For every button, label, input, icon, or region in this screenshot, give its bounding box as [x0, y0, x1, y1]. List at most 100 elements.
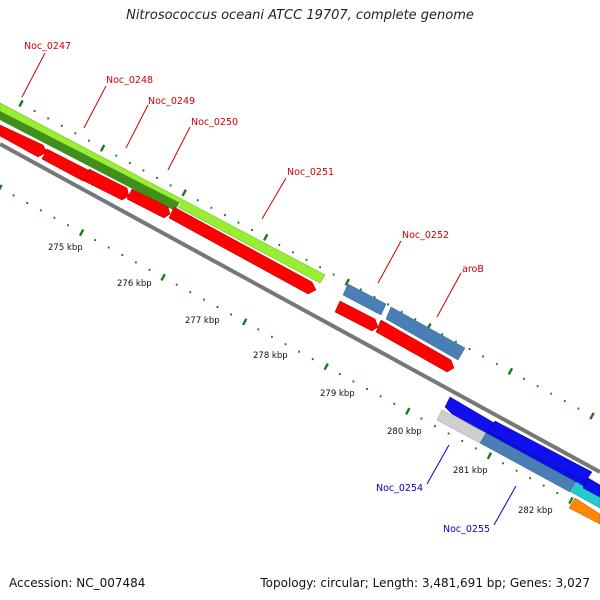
scale-label-279kbp: 279 kbp [320, 389, 355, 399]
minor-tick [94, 239, 97, 242]
gene-label-text: Noc_0255 [443, 524, 490, 535]
minor-tick [468, 348, 471, 350]
minor-tick [550, 392, 553, 395]
minor-tick [434, 425, 436, 428]
major-tick [323, 362, 329, 371]
genome-backbone [0, 142, 600, 474]
gene-feature-blue[interactable] [487, 420, 593, 483]
minor-tick [216, 306, 219, 308]
minor-tick [400, 310, 403, 313]
gene-feature-red[interactable] [334, 300, 379, 332]
minor-tick [352, 380, 355, 383]
minor-tick [542, 484, 545, 487]
gene-label-text: Noc_0250 [191, 117, 238, 128]
topology-text: Topology: circular; Length: 3,481,691 bp… [260, 576, 590, 590]
gene-feature-red[interactable] [0, 124, 48, 158]
gene-feature-steel[interactable] [342, 283, 387, 316]
minor-tick [523, 377, 525, 380]
minor-tick [284, 343, 287, 346]
gene-label-noc0247[interactable]: Noc_0247 [21, 41, 71, 98]
minor-tick [447, 432, 450, 435]
minor-tick [393, 402, 396, 405]
minor-tick [529, 477, 531, 480]
gene-feature-red[interactable] [126, 188, 171, 219]
minor-tick [495, 362, 498, 365]
minor-tick [482, 355, 485, 358]
scale-label-282kbp: 282 kbp [518, 506, 553, 516]
gene-feature-steel[interactable] [385, 306, 466, 361]
minor-tick [278, 243, 281, 246]
major-tick [262, 233, 269, 242]
minor-tick [414, 318, 417, 321]
gene-separator [126, 148, 132, 158]
gene-label-noc0255[interactable]: Noc_0255 [443, 485, 517, 535]
minor-tick [556, 492, 559, 494]
gene-label-noc0250[interactable]: Noc_0250 [167, 117, 238, 171]
minor-tick [441, 333, 444, 336]
minor-tick [387, 303, 389, 306]
minor-tick [230, 313, 232, 316]
minor-tick [135, 261, 137, 264]
gene-label-text: aroB [462, 264, 484, 275]
gene-label-text: Noc_0252 [402, 230, 449, 241]
minor-tick [298, 350, 300, 353]
minor-tick [292, 251, 294, 254]
minor-tick [33, 110, 36, 112]
major-tick [181, 189, 187, 197]
minor-tick [169, 184, 172, 187]
gene-label-noc0254[interactable]: Noc_0254 [376, 444, 450, 494]
accession-text: Accession: NC_007484 [9, 576, 146, 590]
minor-tick [311, 358, 314, 361]
minor-tick [121, 254, 124, 256]
major-tick [78, 228, 85, 237]
major-tick [568, 496, 574, 505]
minor-tick [536, 385, 539, 388]
gene-feature-blue[interactable] [582, 477, 600, 498]
minor-tick [502, 462, 504, 465]
gene-label-arob[interactable]: aroB [436, 264, 484, 318]
gene-feature-orange[interactable] [568, 497, 600, 525]
minor-tick [47, 117, 50, 120]
major-tick [241, 318, 248, 326]
gene-feature-green[interactable] [0, 102, 326, 284]
gene-label-noc0252[interactable]: Noc_0252 [377, 230, 449, 284]
minor-tick [237, 221, 240, 224]
minor-tick [142, 169, 145, 172]
gene-feature-steel[interactable] [479, 432, 577, 493]
minor-tick [563, 400, 566, 403]
scale-label-276kbp: 276 kbp [117, 279, 152, 289]
gene-feature-red[interactable] [168, 206, 317, 295]
gene-feature-red[interactable] [375, 319, 455, 373]
major-tick [344, 278, 351, 286]
minor-tick [12, 194, 15, 197]
minor-tick [53, 216, 56, 219]
gene-label-noc0249[interactable]: Noc_0249 [125, 96, 195, 149]
major-tick [486, 452, 493, 460]
minor-tick [257, 328, 260, 331]
major-tick [405, 407, 411, 415]
minor-tick [379, 395, 382, 398]
gene-feature-red[interactable] [83, 168, 130, 201]
gene-label-text: Noc_0249 [148, 96, 195, 107]
minor-tick [107, 246, 110, 249]
genome-title: Nitrosococcus oceani ATCC 19707, complet… [126, 8, 474, 23]
gene-feature-dark-green[interactable] [0, 111, 180, 211]
minor-tick [455, 340, 457, 343]
minor-tick [128, 162, 131, 164]
gene-label-noc0248[interactable]: Noc_0248 [83, 75, 153, 129]
scale-label-281kbp: 281 kbp [453, 466, 488, 476]
minor-tick [360, 288, 362, 291]
minor-tick [251, 229, 253, 231]
minor-tick [189, 291, 192, 294]
minor-tick [224, 214, 226, 217]
major-tick [160, 273, 166, 281]
minor-tick [74, 132, 77, 135]
gene-label-noc0251[interactable]: Noc_0251 [261, 167, 334, 220]
scale-label-275kbp: 275 kbp [48, 243, 83, 253]
minor-tick [373, 296, 376, 298]
scale-label-277kbp: 277 kbp [185, 316, 220, 326]
major-tick [99, 144, 106, 152]
minor-tick [115, 154, 118, 157]
